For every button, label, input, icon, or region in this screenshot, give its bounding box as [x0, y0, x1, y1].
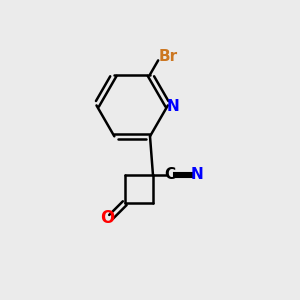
Text: O: O [100, 209, 115, 227]
Text: Br: Br [159, 49, 178, 64]
Text: N: N [190, 167, 203, 182]
Text: N: N [167, 99, 180, 114]
Text: C: C [164, 167, 175, 182]
